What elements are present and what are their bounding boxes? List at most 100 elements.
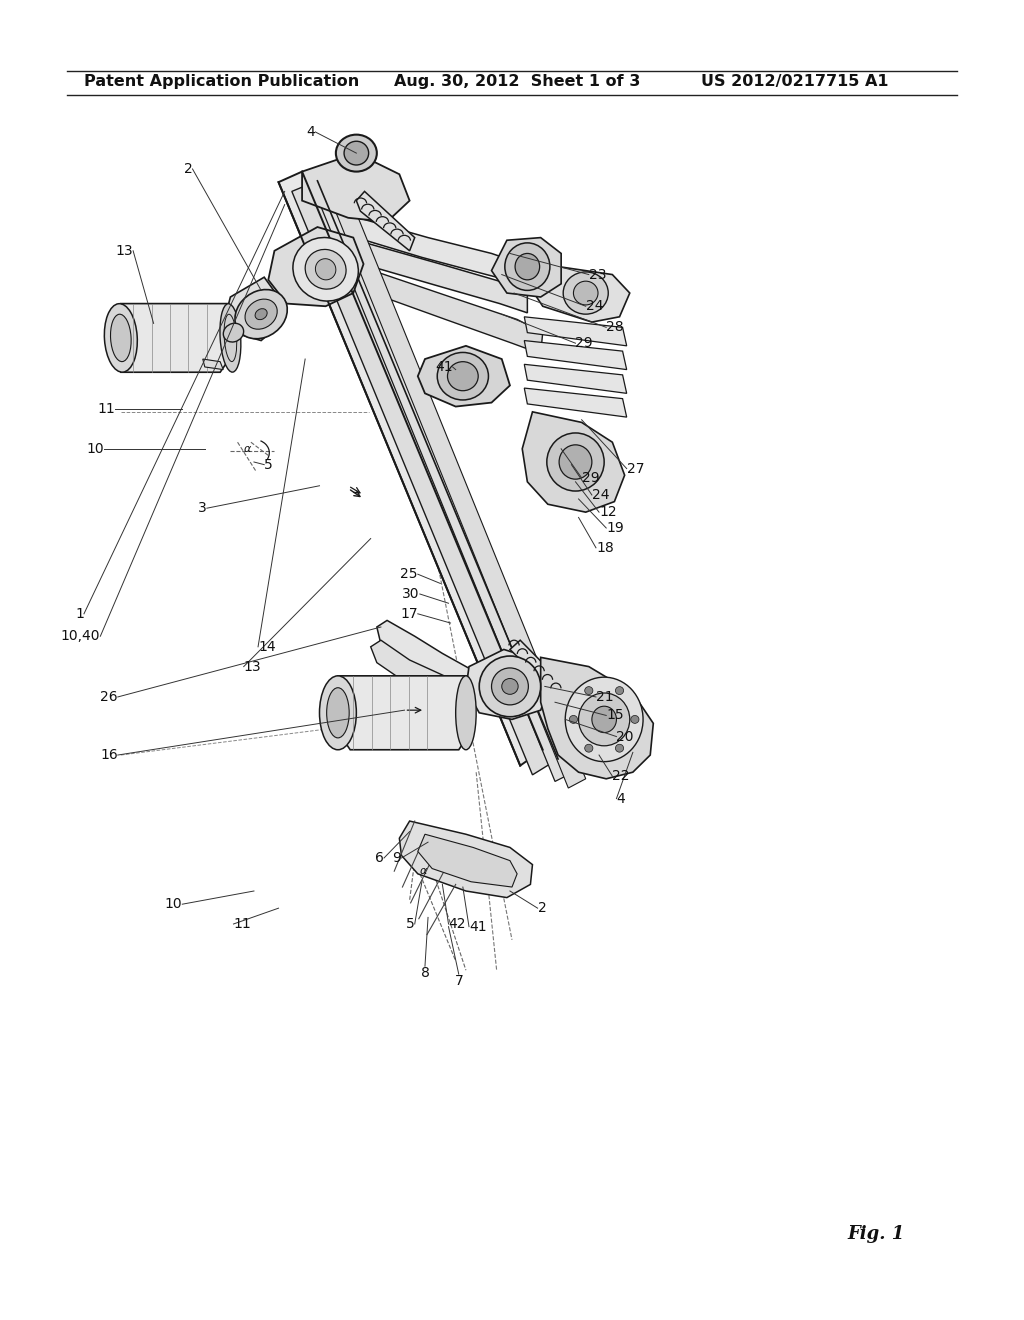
- Text: 26: 26: [100, 690, 118, 704]
- Ellipse shape: [579, 693, 630, 746]
- Text: Patent Application Publication: Patent Application Publication: [84, 74, 359, 90]
- Ellipse shape: [573, 281, 598, 305]
- Text: 29: 29: [575, 337, 593, 350]
- Text: 20: 20: [616, 730, 634, 743]
- Text: 13: 13: [244, 660, 261, 673]
- Ellipse shape: [565, 677, 643, 762]
- Text: 1: 1: [75, 607, 84, 620]
- Polygon shape: [356, 218, 522, 284]
- Ellipse shape: [631, 715, 639, 723]
- Text: 10: 10: [87, 442, 104, 455]
- Polygon shape: [302, 153, 410, 222]
- Text: α: α: [419, 866, 427, 876]
- Ellipse shape: [502, 678, 518, 694]
- Text: 23: 23: [589, 268, 606, 281]
- Text: 24: 24: [592, 488, 609, 502]
- Text: 15: 15: [606, 709, 624, 722]
- Ellipse shape: [336, 135, 377, 172]
- Polygon shape: [371, 640, 473, 710]
- Ellipse shape: [515, 253, 540, 280]
- Text: 10: 10: [165, 898, 182, 911]
- Ellipse shape: [220, 304, 241, 372]
- Polygon shape: [418, 346, 510, 407]
- Text: 16: 16: [100, 748, 118, 762]
- Ellipse shape: [559, 445, 592, 479]
- Polygon shape: [225, 277, 279, 341]
- Ellipse shape: [104, 304, 137, 372]
- Ellipse shape: [319, 676, 356, 750]
- Polygon shape: [510, 640, 568, 700]
- Ellipse shape: [437, 352, 488, 400]
- Text: 24: 24: [586, 300, 603, 313]
- Polygon shape: [333, 198, 586, 788]
- Text: 4: 4: [306, 125, 315, 139]
- Text: 3: 3: [198, 502, 207, 515]
- Polygon shape: [466, 649, 551, 719]
- Ellipse shape: [456, 676, 476, 750]
- Ellipse shape: [505, 243, 550, 290]
- Text: 30: 30: [402, 587, 420, 601]
- Polygon shape: [492, 238, 561, 297]
- Text: 14: 14: [258, 640, 275, 653]
- Text: US 2012/0217715 A1: US 2012/0217715 A1: [701, 74, 889, 90]
- Text: 19: 19: [606, 521, 624, 535]
- Ellipse shape: [447, 362, 478, 391]
- Polygon shape: [418, 834, 517, 887]
- Ellipse shape: [615, 686, 624, 694]
- Text: 2: 2: [183, 162, 193, 176]
- Ellipse shape: [547, 433, 604, 491]
- Text: 6: 6: [375, 851, 384, 865]
- Text: 2: 2: [538, 902, 547, 915]
- Text: 9: 9: [392, 851, 401, 865]
- Polygon shape: [292, 181, 558, 775]
- Polygon shape: [377, 620, 473, 689]
- Text: 4: 4: [616, 792, 626, 805]
- Text: 42: 42: [449, 917, 466, 931]
- Text: 22: 22: [612, 770, 630, 783]
- Ellipse shape: [585, 686, 593, 694]
- Text: 41: 41: [469, 920, 486, 933]
- Ellipse shape: [223, 323, 244, 342]
- Text: 11: 11: [97, 403, 115, 416]
- Polygon shape: [203, 359, 223, 370]
- Ellipse shape: [563, 272, 608, 314]
- Text: 13: 13: [116, 244, 133, 257]
- Text: 25: 25: [400, 568, 418, 581]
- Text: 17: 17: [400, 607, 418, 620]
- Ellipse shape: [327, 688, 349, 738]
- Polygon shape: [524, 364, 627, 393]
- Ellipse shape: [315, 259, 336, 280]
- Text: Fig. 1: Fig. 1: [848, 1225, 905, 1243]
- Ellipse shape: [255, 309, 267, 319]
- Text: 41: 41: [435, 360, 453, 374]
- Polygon shape: [111, 304, 236, 372]
- Text: 21: 21: [596, 690, 613, 704]
- Ellipse shape: [479, 656, 541, 717]
- Polygon shape: [522, 412, 625, 512]
- Text: 10,40: 10,40: [60, 630, 100, 643]
- Ellipse shape: [592, 706, 616, 733]
- Ellipse shape: [569, 715, 578, 723]
- Ellipse shape: [111, 314, 131, 362]
- Ellipse shape: [585, 744, 593, 752]
- Polygon shape: [524, 341, 627, 370]
- Ellipse shape: [344, 141, 369, 165]
- Text: 7: 7: [455, 974, 463, 989]
- Polygon shape: [356, 191, 415, 251]
- Text: 12: 12: [599, 506, 616, 519]
- Polygon shape: [336, 676, 473, 750]
- Polygon shape: [268, 227, 364, 306]
- Polygon shape: [399, 821, 532, 898]
- Polygon shape: [350, 264, 543, 354]
- Text: 5: 5: [406, 917, 415, 931]
- Polygon shape: [530, 264, 630, 322]
- Ellipse shape: [234, 289, 288, 339]
- Ellipse shape: [305, 249, 346, 289]
- Polygon shape: [524, 388, 627, 417]
- Ellipse shape: [293, 238, 358, 301]
- Polygon shape: [317, 190, 573, 781]
- Ellipse shape: [615, 744, 624, 752]
- Polygon shape: [541, 657, 653, 779]
- Text: 5: 5: [264, 458, 273, 471]
- Text: α: α: [244, 444, 252, 454]
